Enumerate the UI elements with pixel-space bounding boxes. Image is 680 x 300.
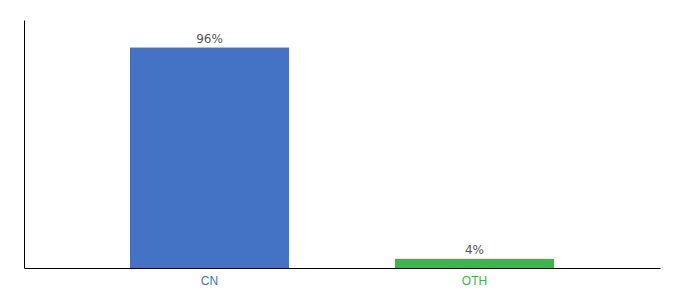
data-label: 4% — [465, 243, 484, 257]
x-tick-label: CN — [201, 274, 218, 288]
data-labels: 96% 4% — [196, 32, 484, 257]
x-tick: CN — [201, 274, 218, 288]
plot: CN OTH 96% 4% — [25, 21, 661, 288]
data-label: 96% — [196, 32, 223, 46]
x-tick: OTH — [462, 274, 487, 288]
x-tick-label: OTH — [462, 274, 487, 288]
y-axis — [24, 21, 25, 269]
bars — [130, 48, 554, 268]
x-axis: CN OTH — [25, 269, 661, 288]
bar — [130, 48, 289, 268]
y-axis-line — [24, 21, 25, 269]
bar — [395, 259, 554, 268]
x-axis-line — [25, 268, 661, 269]
chart: CN OTH 96% 4% — [0, 0, 680, 300]
